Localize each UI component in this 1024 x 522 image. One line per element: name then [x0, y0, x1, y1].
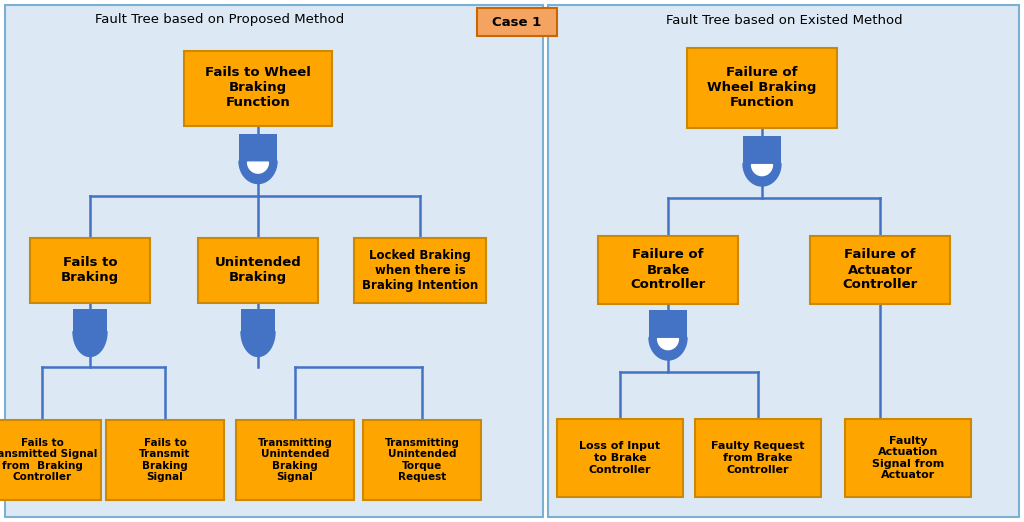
FancyBboxPatch shape	[354, 238, 486, 303]
FancyBboxPatch shape	[0, 420, 101, 500]
Text: Unintended
Braking: Unintended Braking	[215, 256, 301, 284]
Text: Failure of
Wheel Braking
Function: Failure of Wheel Braking Function	[708, 66, 817, 110]
Text: Failure of
Actuator
Controller: Failure of Actuator Controller	[843, 248, 918, 291]
Text: Transmitting
Unintended
Torque
Request: Transmitting Unintended Torque Request	[385, 437, 460, 482]
FancyBboxPatch shape	[687, 48, 837, 128]
Text: Fails to
Transmit
Braking
Signal: Fails to Transmit Braking Signal	[139, 437, 190, 482]
FancyBboxPatch shape	[106, 420, 224, 500]
FancyBboxPatch shape	[845, 419, 971, 497]
FancyBboxPatch shape	[184, 51, 332, 125]
FancyBboxPatch shape	[239, 134, 278, 161]
FancyBboxPatch shape	[5, 5, 543, 517]
FancyBboxPatch shape	[810, 236, 950, 304]
Text: Fault Tree based on Existed Method: Fault Tree based on Existed Method	[666, 14, 902, 27]
FancyBboxPatch shape	[557, 419, 683, 497]
Text: Fault Tree based on Proposed Method: Fault Tree based on Proposed Method	[95, 14, 345, 27]
FancyBboxPatch shape	[241, 309, 275, 331]
Text: Case 1: Case 1	[493, 16, 542, 29]
FancyBboxPatch shape	[598, 236, 738, 304]
Text: Transmitting
Unintended
Braking
Signal: Transmitting Unintended Braking Signal	[258, 437, 333, 482]
Text: Fails to Wheel
Braking
Function: Fails to Wheel Braking Function	[205, 66, 311, 110]
FancyBboxPatch shape	[73, 309, 106, 331]
FancyBboxPatch shape	[743, 136, 781, 163]
Polygon shape	[239, 161, 278, 184]
FancyBboxPatch shape	[477, 8, 557, 36]
Text: Locked Braking
when there is
Braking Intention: Locked Braking when there is Braking Int…	[361, 248, 478, 291]
Text: Fails to
Transmitted Signal
from  Braking
Controller: Fails to Transmitted Signal from Braking…	[0, 437, 97, 482]
Polygon shape	[73, 331, 106, 357]
FancyBboxPatch shape	[198, 238, 318, 303]
Polygon shape	[649, 338, 687, 360]
FancyBboxPatch shape	[236, 420, 354, 500]
Polygon shape	[248, 162, 268, 173]
Text: Failure of
Brake
Controller: Failure of Brake Controller	[631, 248, 706, 291]
Text: Faulty Request
from Brake
Controller: Faulty Request from Brake Controller	[712, 442, 805, 474]
Polygon shape	[657, 339, 679, 350]
Polygon shape	[743, 163, 781, 186]
FancyBboxPatch shape	[30, 238, 150, 303]
Text: Loss of Input
to Brake
Controller: Loss of Input to Brake Controller	[580, 442, 660, 474]
Text: Faulty
Actuation
Signal from
Actuator: Faulty Actuation Signal from Actuator	[871, 435, 944, 480]
FancyBboxPatch shape	[362, 420, 481, 500]
Polygon shape	[241, 331, 275, 357]
FancyBboxPatch shape	[649, 310, 687, 338]
Polygon shape	[752, 164, 772, 175]
FancyBboxPatch shape	[695, 419, 821, 497]
Text: Fails to
Braking: Fails to Braking	[61, 256, 119, 284]
FancyBboxPatch shape	[548, 5, 1019, 517]
